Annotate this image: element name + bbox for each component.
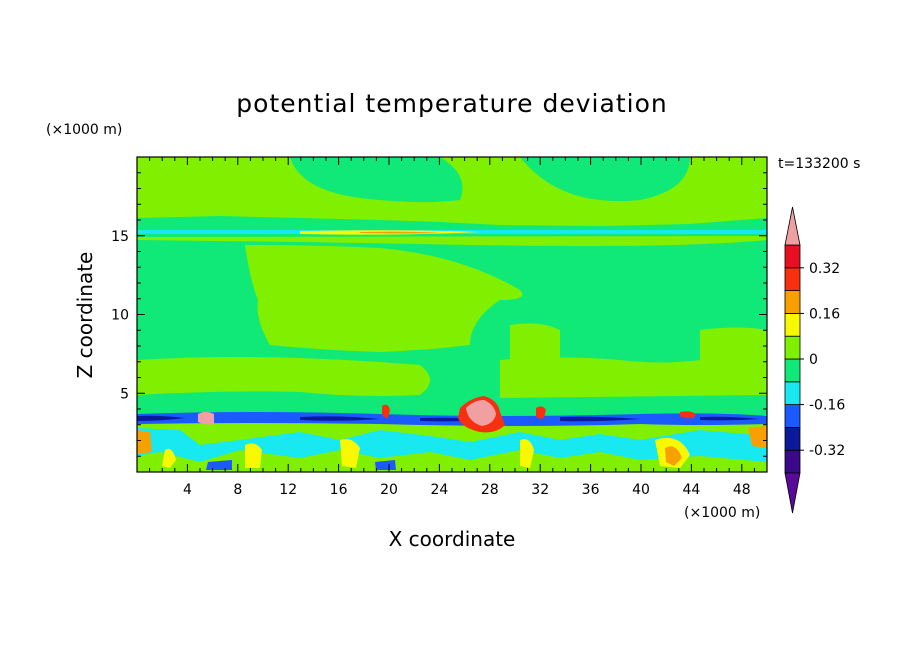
x-tick-label: 20 [380, 482, 398, 498]
colorbar-segment [784, 358, 801, 383]
x-tick-label: 12 [279, 482, 297, 498]
y-axis-label: Z coordinate [73, 252, 97, 379]
x-tick-label: 24 [430, 482, 448, 498]
contour-region-midlevel-plume [245, 245, 523, 352]
colorbar-label: 0.16 [809, 306, 840, 322]
x-unit-label: (×1000 m) [684, 505, 760, 521]
y-unit-label: (×1000 m) [46, 122, 122, 138]
x-tick-label: 8 [233, 482, 242, 498]
colorbar-segment [784, 267, 801, 291]
contour-line-inversion-core [137, 415, 760, 422]
colorbar-segment [784, 404, 801, 428]
chart-title: potential temperature deviation [236, 89, 667, 118]
x-tick-label: 48 [733, 482, 751, 498]
colorbar: 0.32 0.16 0 -0.16 -0.32 [784, 206, 845, 514]
x-axis-label: X coordinate [389, 527, 516, 551]
y-tick-label: 15 [111, 229, 129, 245]
colorbar-segment [784, 290, 801, 314]
x-tick-label: 40 [632, 482, 650, 498]
colorbar-label: 0.32 [809, 261, 840, 277]
contour-region-midlevel-right [510, 323, 560, 362]
y-tick-label: 5 [120, 386, 129, 402]
x-tick-label: 16 [330, 482, 348, 498]
colorbar-segment [784, 449, 801, 474]
contour-line-warm-core [360, 231, 440, 234]
contour-region-upper-pocket-2 [520, 157, 690, 202]
y-tick-label: 10 [111, 308, 129, 324]
colorbar-label: -0.16 [809, 398, 845, 414]
contour-region-warm-bubble [466, 400, 496, 426]
contour-region-warm-spot-right [382, 404, 696, 419]
colorbar-label: 0 [809, 352, 818, 368]
x-tick-label: 36 [582, 482, 600, 498]
time-label: t=133200 s [778, 156, 860, 172]
colorbar-segment [784, 426, 801, 451]
contour-region-tropopause-band [137, 236, 767, 246]
x-axis-ticks: 4 8 12 16 20 24 28 32 36 40 44 48 [149, 157, 755, 498]
contour-field [137, 157, 767, 472]
colorbar-segment [784, 335, 801, 360]
contour-region-lower-band [137, 356, 430, 396]
colorbar-extend-bottom [784, 472, 801, 514]
contour-region-boundary-cool-patches [137, 428, 767, 462]
colorbar-extend-top [784, 206, 801, 246]
colorbar-segment [784, 381, 801, 405]
x-tick-label: 32 [531, 482, 549, 498]
x-tick-label: 44 [682, 482, 700, 498]
contour-region-warm-spot-left [198, 412, 214, 425]
y-axis-ticks: 5 10 15 [111, 172, 767, 457]
contour-region-upper-pocket [290, 157, 463, 203]
colorbar-segment [784, 244, 801, 269]
x-tick-label: 28 [481, 482, 499, 498]
x-tick-label: 4 [183, 482, 192, 498]
colorbar-label: -0.32 [809, 443, 845, 459]
colorbar-segment [784, 312, 801, 337]
contour-region-lower-band-right [500, 357, 767, 398]
